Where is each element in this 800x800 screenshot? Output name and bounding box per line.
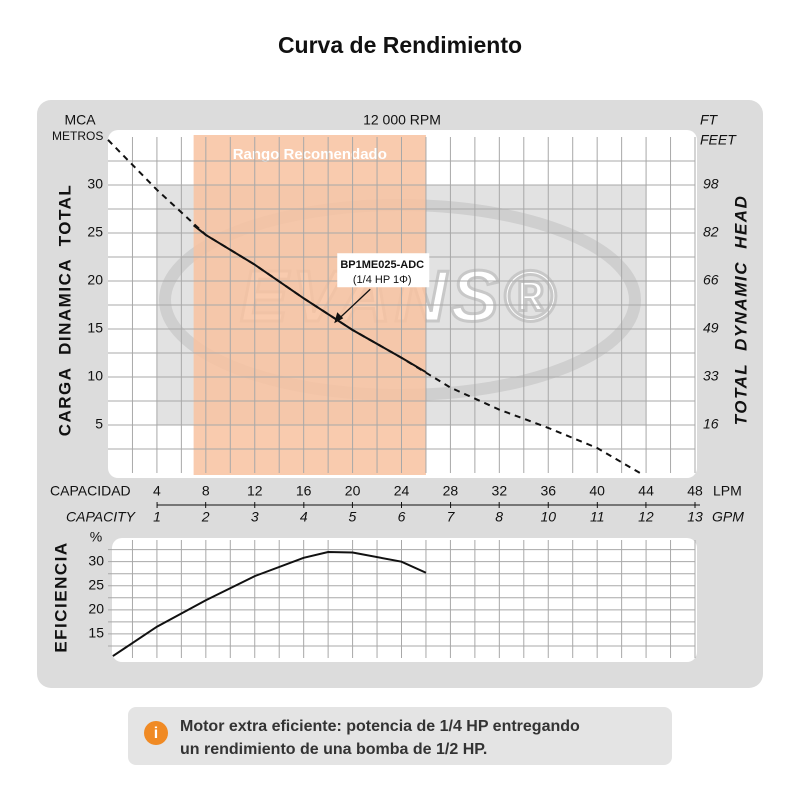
annotation-arrowhead xyxy=(334,312,344,324)
x2-tick-label: 10 xyxy=(540,509,556,525)
x2-tick-label: 11 xyxy=(590,509,605,525)
y2-unit: FT xyxy=(700,112,719,128)
note-line: Motor extra eficiente: potencia de 1/4 H… xyxy=(180,718,580,735)
note-box xyxy=(128,707,672,765)
x2-tick-label: 7 xyxy=(447,509,456,525)
x2-tick-label: 6 xyxy=(398,509,406,525)
x2-tick-label: 12 xyxy=(638,509,654,525)
annotation-box xyxy=(337,253,430,288)
y-tick-label: 15 xyxy=(87,320,103,336)
x-tick-label: 40 xyxy=(589,483,605,499)
note-line: un rendimiento de una bomba de 1/2 HP. xyxy=(180,741,487,758)
x2-tick-label: 8 xyxy=(495,509,503,525)
note-icon: i xyxy=(154,725,158,742)
x-unit: LPM xyxy=(713,483,742,499)
y2-tick-label: 33 xyxy=(703,368,719,384)
y2-tick-label: 16 xyxy=(703,416,719,432)
x-tick-label: 16 xyxy=(296,483,312,499)
y2-label: TOTAL DYNAMIC HEAD xyxy=(731,195,750,426)
x2-tick-label: 5 xyxy=(349,509,357,525)
chart-subtitle: 12 000 RPM xyxy=(363,112,441,128)
y-tick-label: 5 xyxy=(95,416,103,432)
curve xyxy=(112,551,427,657)
y-unit: METROS xyxy=(52,129,103,143)
x-label: CAPACIDAD xyxy=(50,483,131,499)
x2-tick-label: 4 xyxy=(300,509,308,525)
note-icon-bg xyxy=(144,721,168,745)
x2-label: CAPACITY xyxy=(66,509,137,525)
x-tick-label: 24 xyxy=(394,483,410,499)
x-tick-label: 4 xyxy=(153,483,161,499)
x2-unit: GPM xyxy=(712,509,744,525)
y2-unit: FEET xyxy=(700,132,737,148)
x2-tick-label: 2 xyxy=(201,509,210,525)
x-tick-label: 44 xyxy=(638,483,654,499)
chart-layer: EVANS®Rango Recomendado51015202530163349… xyxy=(50,112,750,658)
x-tick-label: 32 xyxy=(492,483,508,499)
x2-tick-label: 3 xyxy=(251,509,259,525)
y-label: EFICIENCIA xyxy=(51,541,70,652)
curve xyxy=(192,224,427,374)
y-unit: MCA xyxy=(64,112,96,128)
y-tick-label: 20 xyxy=(87,272,103,288)
x-tick-label: 36 xyxy=(540,483,556,499)
range-label: Rango Recomendado xyxy=(233,146,387,163)
y2-tick-label: 66 xyxy=(703,272,719,288)
y-tick-label: 30 xyxy=(88,552,104,568)
page-title: Curva de Rendimiento xyxy=(278,32,522,58)
x-tick-label: 28 xyxy=(443,483,459,499)
y2-tick-label: 49 xyxy=(703,320,719,336)
y-tick-label: 20 xyxy=(88,601,104,617)
annotation-arrow xyxy=(335,288,371,322)
x2-tick-label: 1 xyxy=(153,509,161,525)
x-tick-label: 20 xyxy=(345,483,361,499)
y2-tick-label: 98 xyxy=(703,176,719,192)
y-label: CARGA DINAMICA TOTAL xyxy=(55,184,74,437)
annotation-text: (1/4 HP 1Φ) xyxy=(353,274,412,286)
x2-tick-label: 13 xyxy=(687,509,703,525)
y-unit: % xyxy=(90,529,102,545)
y-tick-label: 15 xyxy=(88,625,104,641)
eff-plot-bg xyxy=(112,538,697,662)
x-tick-label: 8 xyxy=(202,483,210,499)
y-tick-label: 25 xyxy=(88,576,104,592)
y-tick-label: 10 xyxy=(87,368,103,384)
y-tick-label: 30 xyxy=(87,176,103,192)
x-tick-label: 48 xyxy=(687,483,703,499)
y2-tick-label: 82 xyxy=(703,224,719,240)
y-tick-label: 25 xyxy=(87,224,103,240)
x-tick-label: 12 xyxy=(247,483,263,499)
annotation-text: BP1ME025-ADC xyxy=(340,259,424,271)
